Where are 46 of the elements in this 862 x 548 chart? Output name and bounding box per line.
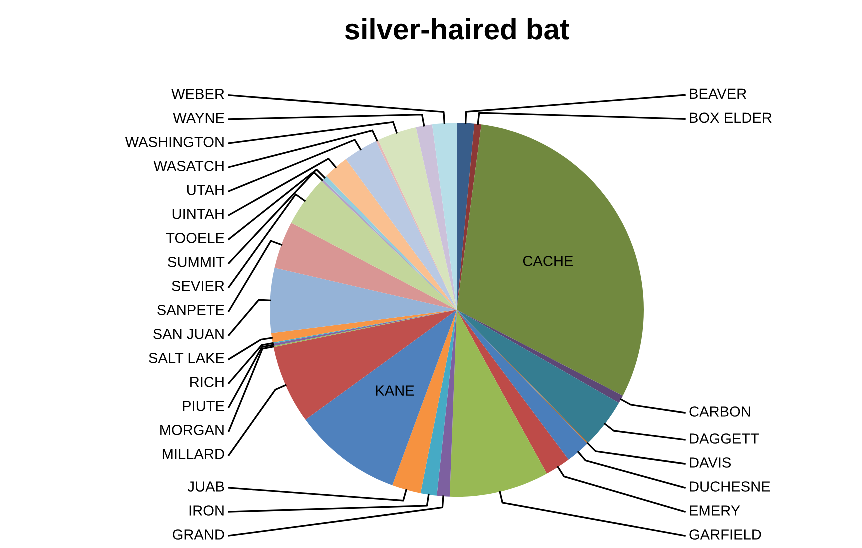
pie-slice bbox=[270, 268, 457, 334]
slice-label: BEAVER bbox=[690, 88, 746, 99]
slice-label: SALT LAKE bbox=[149, 353, 224, 364]
slice-label: WASHINGTON bbox=[125, 137, 224, 148]
pie-slice bbox=[291, 181, 457, 310]
slice-label: DAGGETT bbox=[690, 434, 760, 444]
slice-label: SUMMIT bbox=[168, 257, 225, 268]
pie-slice bbox=[450, 310, 548, 497]
slice-label: SEVIER bbox=[172, 281, 224, 292]
slice-label: EMERY bbox=[690, 506, 740, 516]
slice-label: TOOELE bbox=[166, 233, 224, 244]
chart-title: silver-haired bat bbox=[345, 18, 570, 40]
pie-slice bbox=[274, 223, 457, 310]
pie-slice bbox=[437, 310, 457, 497]
slice-label: CARBON bbox=[690, 406, 750, 417]
pie-slice bbox=[457, 310, 620, 444]
pie-slice bbox=[432, 123, 457, 310]
slice-label: WASATCH bbox=[154, 161, 224, 172]
slice-label: WEBER bbox=[172, 89, 224, 100]
slice-label: DAVIS bbox=[690, 458, 732, 468]
slice-label: KANE bbox=[376, 386, 414, 396]
slice-label: GRAND bbox=[173, 530, 224, 540]
pie-slice bbox=[457, 124, 482, 310]
pie-slice bbox=[416, 124, 457, 310]
pie-slice bbox=[346, 141, 457, 310]
slice-label: WAYNE bbox=[173, 113, 224, 124]
slice-label: BOX ELDER bbox=[690, 112, 772, 124]
slice-label: RICH bbox=[190, 377, 224, 388]
slice-label: SANPETE bbox=[158, 305, 224, 316]
slice-label: PIUTE bbox=[183, 401, 224, 412]
slice-label: JUAB bbox=[188, 482, 224, 492]
slice-label: UINTAH bbox=[172, 209, 224, 220]
pie-slice bbox=[274, 310, 457, 420]
slice-label: SAN JUAN bbox=[154, 329, 224, 340]
pie-slice bbox=[457, 123, 475, 310]
pie-slice bbox=[457, 124, 644, 396]
slice-label: CACHE bbox=[523, 256, 574, 266]
slice-label: MILLARD bbox=[162, 449, 224, 460]
slice-label: GARFIELD bbox=[690, 530, 762, 540]
pie-slice bbox=[457, 310, 624, 404]
slice-label: DUCHESNE bbox=[690, 482, 770, 492]
slice-label: IRON bbox=[190, 506, 224, 516]
slice-label: MORGAN bbox=[160, 425, 224, 436]
pie-slice bbox=[420, 310, 457, 496]
slice-label: UTAH bbox=[188, 185, 224, 196]
pie-slice bbox=[457, 310, 569, 474]
